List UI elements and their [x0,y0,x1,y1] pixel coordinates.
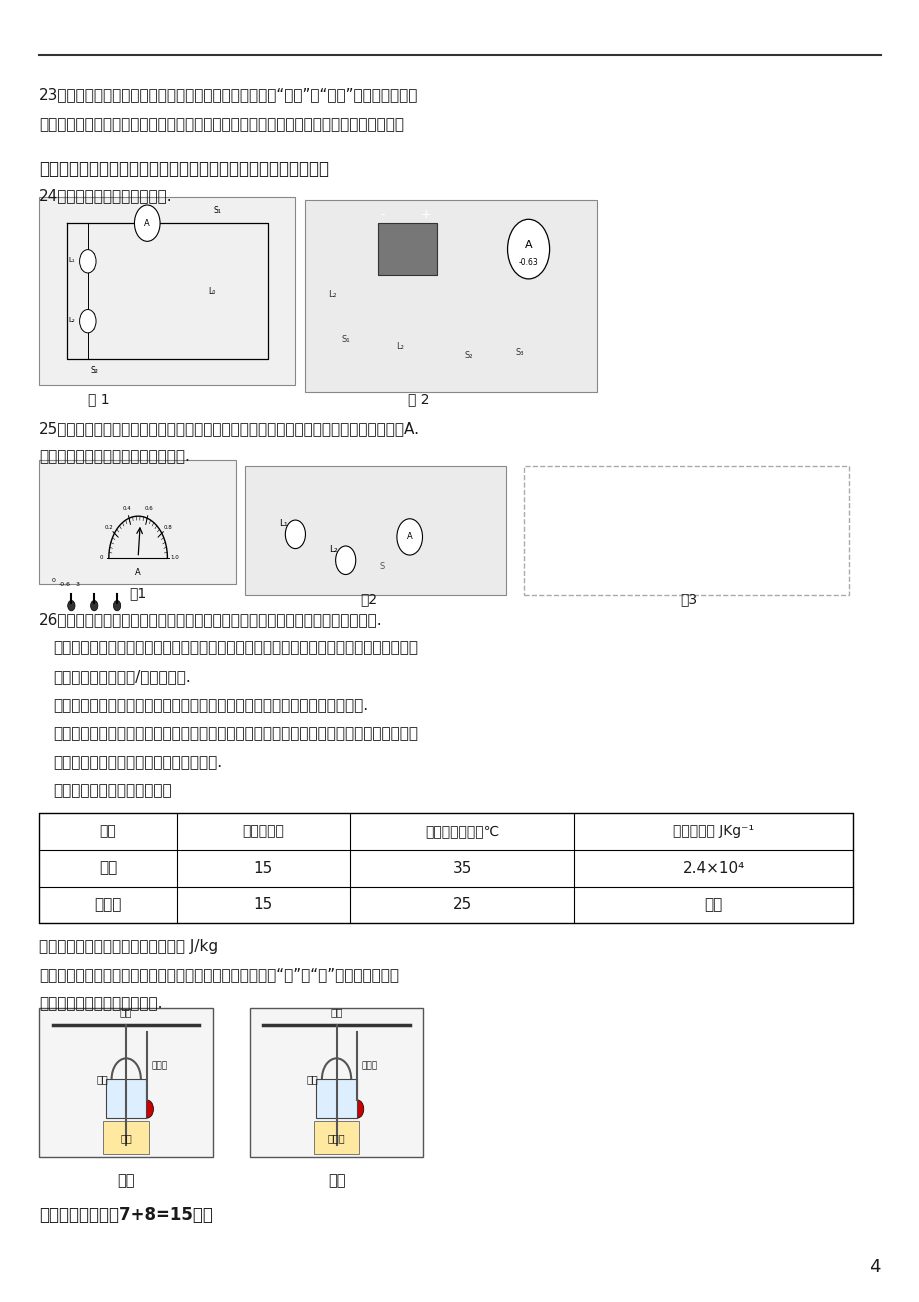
Text: 图甲: 图甲 [118,1173,135,1189]
Text: （４）实验数据表格如下表：: （４）实验数据表格如下表： [53,784,172,798]
Text: 图乙: 图乙 [327,1173,345,1189]
Text: 0: 0 [51,578,55,583]
Text: 26．小王学习燃料的热值之后，自己设计一个实验来探究酒精和碎纸片的热值大小.: 26．小王学习燃料的热值之后，自己设计一个实验来探究酒精和碎纸片的热值大小. [40,612,382,628]
Circle shape [507,219,549,279]
Circle shape [134,204,160,241]
Text: 横杆: 横杆 [119,1008,132,1018]
Bar [40,461,235,583]
Text: 25: 25 [452,897,471,913]
Circle shape [335,546,356,574]
Text: L₁: L₁ [68,256,75,263]
Text: L₂: L₂ [329,546,338,555]
Text: 15: 15 [254,861,273,876]
Text: 2.4×10⁴: 2.4×10⁴ [682,861,744,876]
Text: 酒精: 酒精 [98,861,117,876]
Text: 图1: 图1 [130,586,147,600]
Text: 温度计: 温度计 [361,1061,378,1070]
Bar [524,466,847,595]
Text: L₁: L₁ [278,519,288,529]
Circle shape [396,518,422,555]
Text: S₁: S₁ [341,336,349,344]
Bar [304,199,596,392]
Text: ＿＿: ＿＿ [704,897,722,913]
Text: S₂: S₂ [90,366,98,375]
Text: 这样情况的主要原因是：＿＿.: 这样情况的主要原因是：＿＿. [40,996,163,1010]
Text: A: A [406,533,412,542]
Text: A: A [524,240,532,250]
Text: L₂: L₂ [68,316,75,323]
Text: 温度计: 温度计 [152,1061,167,1070]
Text: 处是：＿＿．教室内的灯泡可由一个开关控制实现同时亮灯，那么这些灯的连接方式＿＿．: 处是：＿＿．教室内的灯泡可由一个开关控制实现同时亮灯，那么这些灯的连接方式＿＿． [40,117,404,132]
Circle shape [80,250,96,273]
Text: S₁: S₁ [213,207,221,215]
Bar [40,197,295,385]
Text: 25．图２电路中，电流表测量的是通过的电流．电流表示数如图１所示，电流大小是＿＿A.: 25．图２电路中，电流表测量的是通过的电流．电流表示数如图１所示，电流大小是＿＿… [40,422,420,436]
Text: 碎纸片: 碎纸片 [94,897,121,913]
Bar [316,1079,357,1118]
Text: 24．按电路图１连接实物图２.: 24．按电路图１连接实物图２. [40,189,173,203]
Text: 燃料燃尽时水温℃: 燃料燃尽时水温℃ [425,824,499,838]
Text: 铁圈: 铁圈 [96,1074,108,1085]
Circle shape [80,310,96,333]
Text: 0.6: 0.6 [145,506,153,510]
Text: L₂: L₂ [327,290,336,299]
Text: 碎纸片: 碎纸片 [327,1133,345,1143]
Text: 的烧杯外，还应控制相同的物理量有＿＿.: 的烧杯外，还应控制相同的物理量有＿＿. [53,755,222,769]
Bar [40,812,852,923]
Text: 4: 4 [868,1258,879,1276]
Text: 四、综合应用题（7+8=15分）: 四、综合应用题（7+8=15分） [40,1206,213,1224]
Text: （３）为保证实验结论的可靠，以及方便比较，小王同学在这两次实验中除了选用完全相同: （３）为保证实验结论的可靠，以及方便比较，小王同学在这两次实验中除了选用完全相同 [53,727,417,741]
Text: （５）通过实验得到的燃料热值与实际相比是偏＿＿（选填“大”或“小”），你认为出现: （５）通过实验得到的燃料热值与实际相比是偏＿＿（选填“大”或“小”），你认为出现 [40,967,399,982]
Bar [378,223,437,275]
Text: S₂: S₂ [464,352,473,359]
Text: 根据表中数据，计算出碎纸片的热值 J/kg: 根据表中数据，计算出碎纸片的热值 J/kg [40,939,218,954]
Text: 图3: 图3 [679,592,697,607]
Text: 23．某家庭电路各用电器采用的连接方式：＿＿＿（选填“串联”或“并联”）这样连接的好: 23．某家庭电路各用电器采用的连接方式：＿＿＿（选填“串联”或“并联”）这样连接… [40,87,418,102]
Text: 0.4: 0.4 [122,506,131,510]
Text: 15: 15 [254,897,273,913]
Bar [106,1079,146,1118]
Text: 横杆: 横杆 [330,1008,343,1018]
Text: A: A [135,568,141,577]
Bar [313,1121,359,1154]
Text: 35: 35 [452,861,471,876]
Text: 加热前水温: 加热前水温 [243,824,284,838]
Text: 0.2: 0.2 [104,525,113,530]
Text: S: S [380,562,384,572]
Text: （１）实验装置如图甲、乙所示，你认为图中横杆、温度计、铁圈、燃具四个器件的安装顺: （１）实验装置如图甲、乙所示，你认为图中横杆、温度计、铁圈、燃具四个器件的安装顺 [53,641,417,656]
Text: S₃: S₃ [515,349,523,357]
Circle shape [141,1100,153,1118]
Bar [249,1008,423,1156]
Text: A: A [144,219,150,228]
Text: 燃料的热值 JKg⁻¹: 燃料的热值 JKg⁻¹ [673,824,754,838]
Text: 酒精: 酒精 [120,1133,132,1143]
Text: L₂: L₂ [396,342,404,350]
Text: -: - [380,207,384,220]
Circle shape [351,1100,363,1118]
Bar [40,1008,213,1156]
Text: 图 1: 图 1 [88,392,109,406]
Bar [103,1121,149,1154]
Text: 图2: 图2 [359,592,377,607]
Circle shape [90,600,97,611]
Text: +: + [420,207,431,220]
Circle shape [68,600,75,611]
Text: 图 2: 图 2 [408,392,429,406]
Text: 铁圈: 铁圈 [306,1074,318,1085]
Text: 请在方框中画出这个电路的电路图３.: 请在方框中画出这个电路的电路图３. [40,449,190,464]
Text: 1.0: 1.0 [170,555,179,560]
Circle shape [113,600,120,611]
Text: 燃料: 燃料 [99,824,116,838]
Text: 三、作图与实验探究题（作图３分，其他空每空２分，共２０分）: 三、作图与实验探究题（作图３分，其他空每空２分，共２０分） [40,160,329,177]
Text: L₀: L₀ [208,286,215,296]
Text: （２）实验设计思路：通过两个烧杯中水温升高的多少来反映两种燃料的多少.: （２）实验设计思路：通过两个烧杯中水温升高的多少来反映两种燃料的多少. [53,698,368,712]
Bar [244,466,505,595]
Text: -0.63: -0.63 [518,258,538,267]
Text: -0.6: -0.6 [59,582,71,587]
Circle shape [285,519,305,548]
Text: 0: 0 [99,555,103,560]
Text: 序是＿＿（由下而上/由上而下）.: 序是＿＿（由下而上/由上而下）. [53,669,190,684]
Text: 3: 3 [75,582,80,587]
Text: 0.8: 0.8 [164,525,172,530]
